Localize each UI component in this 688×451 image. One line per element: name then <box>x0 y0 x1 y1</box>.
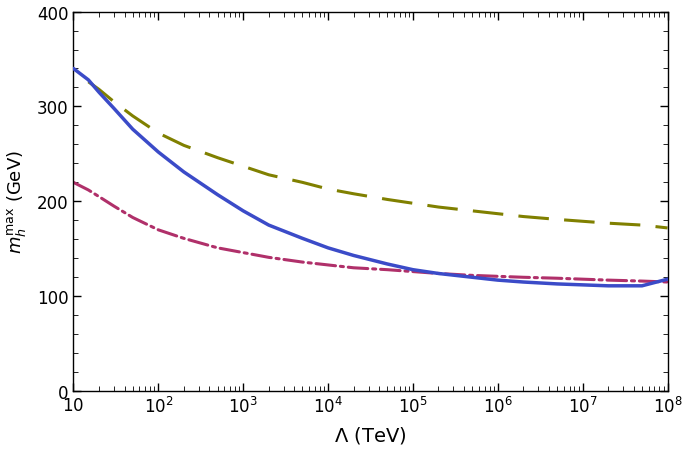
X-axis label: $\Lambda$ (TeV): $\Lambda$ (TeV) <box>334 424 407 446</box>
Y-axis label: $m_h^{\rm max}$ (GeV): $m_h^{\rm max}$ (GeV) <box>6 150 29 254</box>
